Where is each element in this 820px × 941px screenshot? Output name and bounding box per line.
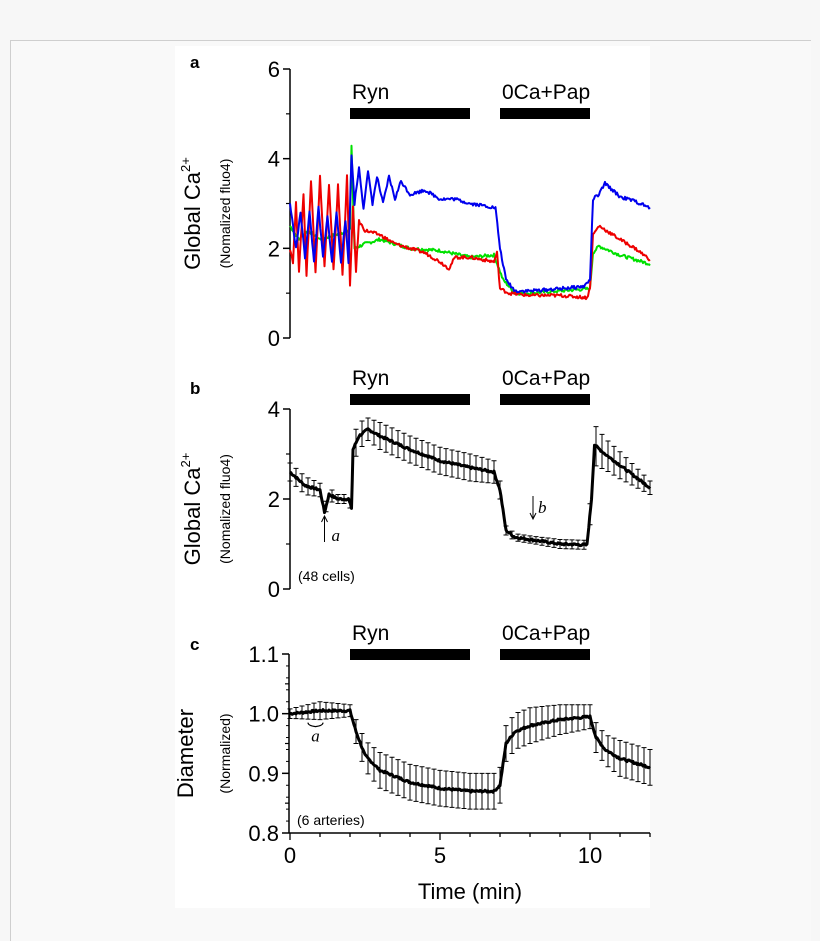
x-tick-label: 10 — [578, 843, 602, 868]
y-axis-label: Diameter — [173, 709, 198, 798]
x-tick-label: 5 — [434, 843, 446, 868]
series-line — [289, 174, 651, 301]
series-line — [289, 154, 651, 294]
series-line — [289, 144, 651, 296]
y-tick-label: 2 — [268, 487, 280, 512]
series-line — [289, 708, 652, 794]
y-tick-label: 1.1 — [248, 642, 279, 667]
x-axis-label: Time (min) — [418, 879, 522, 904]
y-tick-label: 4 — [268, 147, 280, 172]
y-axis-label: Global Ca2+ — [178, 453, 205, 566]
y-tick-label: 0.9 — [248, 761, 279, 786]
annotation-label: a — [332, 526, 341, 545]
y-axis-label-superscript: 2+ — [178, 453, 193, 468]
treatment-label: Ryn — [352, 622, 389, 645]
treatment-bar — [350, 108, 470, 119]
y-axis-label-superscript: 2+ — [178, 157, 193, 172]
x-tick-label: 0 — [284, 843, 296, 868]
y-axis-sublabel: (Nomalized fluo4) — [217, 454, 233, 564]
y-axis-sublabel: (Nomalized fluo4) — [217, 159, 233, 269]
treatment-label: 0Ca+Pap — [502, 622, 590, 645]
treatment-bar — [500, 108, 590, 119]
y-tick-label: 0.8 — [248, 821, 279, 846]
y-axis-label-text: Global Ca — [180, 171, 205, 270]
treatment-bar — [350, 394, 470, 405]
treatment-label: Ryn — [352, 81, 389, 104]
panel-a: a 0 2 4 6 Global Ca2+ (Nomalized fluo4) Ryn 0Ca+… — [178, 53, 651, 351]
treatment-bar — [500, 394, 590, 405]
treatment-label: 0Ca+Pap — [502, 367, 590, 390]
y-tick-label: 6 — [268, 57, 280, 82]
panel-b: b 0 2 4 Global Ca2+ (Nomalized fluo4) Ryn 0Ca+P… — [178, 367, 653, 602]
y-axis-label: Global Ca2+ — [178, 157, 205, 270]
panel-c: c 0.8 0.9 1.0 1.1 Diameter (Normalized) Ryn 0Ca+… — [173, 622, 653, 904]
series-line — [289, 427, 652, 548]
annotation-label: a — [311, 727, 320, 746]
y-tick-label: 1.0 — [248, 702, 279, 727]
treatment-label: 0Ca+Pap — [502, 81, 590, 104]
y-tick-label: 0 — [268, 326, 280, 351]
panel-label: c — [190, 635, 199, 654]
annotation-label: b — [538, 498, 547, 517]
y-tick-label: 0 — [268, 577, 280, 602]
y-axis-label-text: Global Ca — [180, 467, 205, 566]
treatment-bar — [350, 649, 470, 660]
annotation-arrow-up — [321, 514, 328, 542]
panel-label: a — [190, 53, 200, 72]
y-tick-label: 4 — [268, 397, 280, 422]
treatment-bar — [500, 649, 590, 660]
y-tick-label: 2 — [268, 236, 280, 261]
treatment-label: Ryn — [352, 367, 389, 390]
sample-size-note: (6 arteries) — [297, 812, 365, 828]
y-axis-sublabel: (Normalized) — [217, 713, 233, 793]
sample-size-note: (48 cells) — [298, 568, 355, 584]
panel-label: b — [190, 379, 200, 398]
annotation-arrow-down — [529, 496, 537, 521]
y-axis-label-text: Diameter — [173, 709, 198, 798]
annotation-bracket — [307, 722, 324, 728]
